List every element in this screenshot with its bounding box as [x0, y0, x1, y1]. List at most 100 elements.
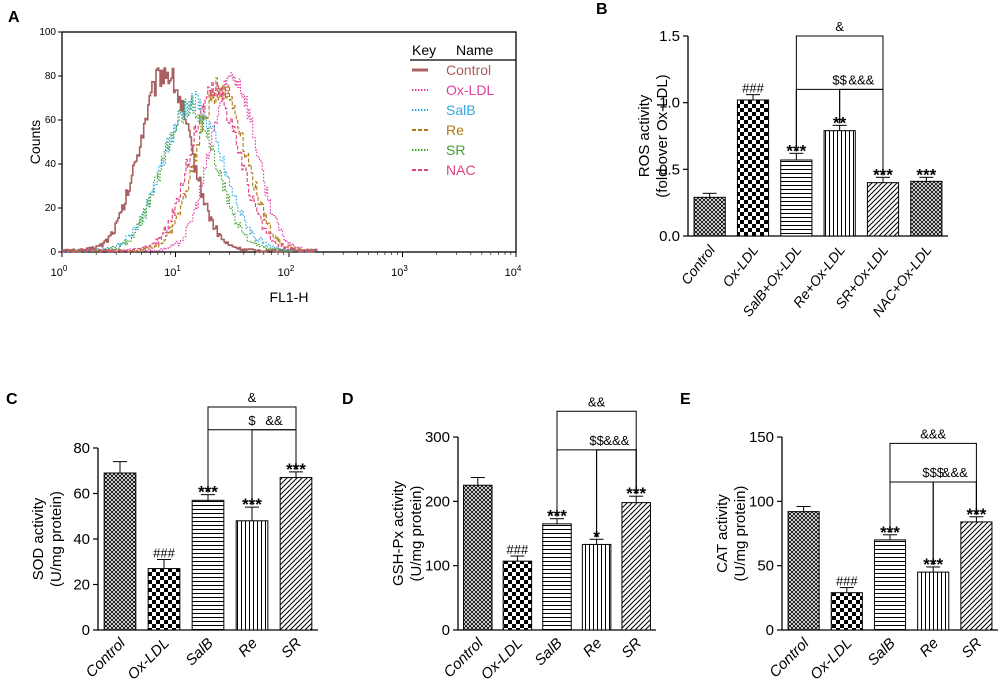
bar-salb	[542, 523, 572, 631]
bracket-label: &&&	[942, 465, 968, 480]
legend-label: SR	[446, 142, 465, 158]
category-label: SR	[618, 635, 645, 662]
histogram-ox-ldl	[62, 72, 318, 253]
bar-ox-ldl	[736, 99, 770, 237]
bar-salb	[191, 499, 225, 631]
legend: Key Name Control Ox-LDL SalB Re SR NAC	[410, 42, 516, 178]
bar-sr	[621, 502, 651, 631]
bar-control	[463, 484, 493, 631]
panel-a-letter: A	[8, 9, 20, 26]
bar-ox-ldl	[147, 568, 181, 631]
y-axis-label: SOD activity(U/mg protein)	[30, 491, 65, 587]
category-label: Ox-LDL	[807, 635, 856, 684]
bracket-label: &&&	[603, 433, 629, 448]
y-tick-label: 60	[73, 486, 90, 503]
panel-d-letter: D	[342, 391, 354, 408]
category-label: Re	[580, 635, 606, 661]
histogram-nac	[62, 81, 318, 253]
y-tick-label: 0	[766, 622, 774, 639]
y-tick-label: 0	[82, 622, 90, 639]
panel-b-letter: B	[596, 1, 608, 18]
category-label: Control	[83, 634, 130, 681]
y-tick-label: 40	[45, 159, 57, 170]
y-tick-label: 300	[425, 429, 450, 446]
bracket-label: &&&	[848, 72, 874, 87]
legend-label: NAC	[446, 162, 476, 178]
panel-c-letter: C	[6, 391, 18, 408]
y-tick-label: 100	[749, 493, 774, 510]
bar-re-ox-ldl	[823, 130, 856, 237]
legend-label: Ox-LDL	[446, 82, 494, 98]
bar-ox-ldl	[830, 592, 863, 631]
bracket-label: &&&	[920, 426, 946, 441]
category-label: Re	[916, 635, 942, 661]
bracket-label: $$	[589, 433, 604, 448]
y-tick-label: 100	[39, 27, 56, 38]
bar-control	[693, 196, 726, 237]
y-tick-label: 20	[73, 577, 90, 594]
y-tick-label: 200	[425, 493, 450, 510]
bar-control	[103, 472, 137, 631]
bar-re	[581, 543, 612, 631]
category-label: Ox-LDL	[124, 635, 173, 684]
category-label: Re	[235, 635, 261, 661]
bar-sr-ox-ldl	[866, 182, 900, 237]
bracket-label: &&	[588, 394, 606, 409]
legend-label: SalB	[446, 102, 476, 118]
panel-b: B 0.0 0.5 1.0 1.5 ROS activity(fold over Ox-…	[596, 1, 948, 320]
histogram-re	[62, 77, 318, 253]
panel-a: A 0 20 40 60 80 100 100 101 102 103 104 FL1-H Cou…	[8, 9, 522, 305]
category-label: SR	[958, 635, 985, 662]
panel-d: D 0 100 200 300 GSH-Px activity(U/mg protein…	[342, 391, 656, 683]
category-label: SR	[278, 635, 305, 662]
bracket-label: &	[835, 19, 844, 34]
bracket-label: $$	[832, 72, 847, 87]
y-tick-label: 0	[50, 247, 56, 258]
histogram-curves	[62, 67, 318, 253]
y-tick-label: 150	[749, 429, 774, 446]
bar-sr	[960, 521, 993, 631]
significance-label: ###	[153, 545, 175, 560]
x-tick-label: 100	[51, 264, 68, 279]
panel-a-x-label: FL1-H	[270, 289, 309, 305]
panel-a-y-label: Counts	[27, 120, 43, 164]
legend-label: Control	[446, 62, 491, 78]
histogram-sr	[62, 96, 318, 253]
y-tick-label: 80	[45, 71, 57, 82]
y-axis-label: ROS activity(fold over Ox-LDL)	[636, 74, 671, 197]
bar-salb-ox-ldl	[780, 159, 813, 237]
significance-label: ###	[836, 574, 858, 589]
y-tick-label: 1.5	[659, 28, 680, 45]
y-tick-label: 1.0	[659, 95, 680, 112]
y-tick-label: 100	[425, 558, 450, 575]
category-label: SalB	[531, 635, 565, 669]
bracket-label: &	[248, 390, 257, 405]
bar-nac-ox-ldl	[910, 180, 943, 237]
panel-e-letter: E	[680, 391, 691, 408]
significance-label: ###	[742, 81, 764, 96]
bracket-label: $	[248, 413, 256, 428]
bar-ox-ldl	[502, 560, 533, 631]
legend-label: Re	[446, 122, 464, 138]
y-tick-label: 0.0	[659, 228, 680, 245]
category-label: Control	[766, 634, 813, 681]
histogram-control	[62, 67, 318, 253]
significance-label: ***	[916, 165, 936, 184]
panel-c: C 0 20 40 60 80 SOD activity(U/mg protein) Con…	[6, 390, 318, 683]
category-label: SalB	[182, 635, 216, 669]
bar-re	[235, 520, 269, 631]
x-tick-label: 101	[164, 264, 181, 279]
y-axis-label: CAT activity(U/mg protein)	[714, 486, 749, 582]
x-tick-label: 104	[505, 264, 522, 279]
bar-re	[917, 571, 950, 631]
significance-label: ###	[507, 542, 529, 557]
category-label: SalB	[864, 635, 898, 669]
bar-salb	[873, 539, 907, 631]
bar-control	[787, 511, 820, 631]
y-tick-label: 80	[73, 440, 90, 457]
x-tick-label: 103	[391, 264, 408, 279]
y-tick-label: 60	[45, 115, 57, 126]
legend-key-heading: Key	[412, 42, 436, 58]
bracket-label: $$$	[922, 465, 944, 480]
